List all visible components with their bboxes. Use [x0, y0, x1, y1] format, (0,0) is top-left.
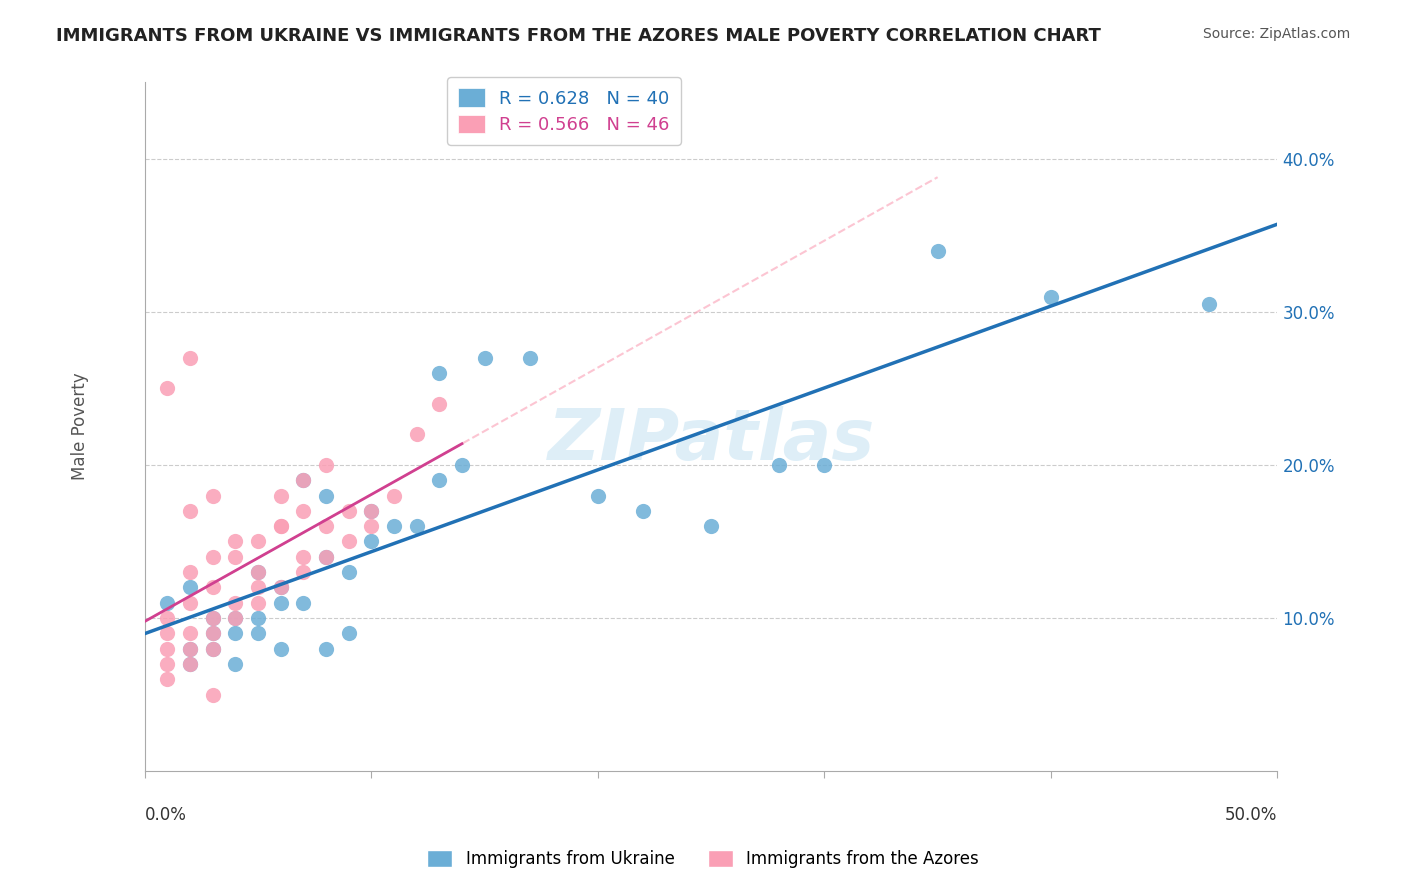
Point [247, 534, 270, 549]
Point [360, 504, 382, 518]
Point [201, 581, 224, 595]
Point [179, 581, 201, 595]
Point [179, 596, 201, 610]
Point [247, 626, 270, 640]
Point [427, 366, 450, 380]
Legend: Immigrants from Ukraine, Immigrants from the Azores: Immigrants from Ukraine, Immigrants from… [420, 843, 986, 875]
Point [360, 504, 382, 518]
Point [224, 626, 246, 640]
Point [292, 565, 315, 579]
Point [201, 641, 224, 656]
Point [247, 596, 270, 610]
Point [405, 519, 427, 533]
Point [224, 549, 246, 564]
Point [179, 657, 201, 671]
Point [201, 626, 224, 640]
Point [292, 473, 315, 487]
Point [270, 596, 292, 610]
Point [292, 596, 315, 610]
Text: 50.0%: 50.0% [1225, 805, 1278, 823]
Point [179, 351, 201, 365]
Point [179, 641, 201, 656]
Point [270, 641, 292, 656]
Point [247, 581, 270, 595]
Point [156, 626, 179, 640]
Point [201, 611, 224, 625]
Text: Source: ZipAtlas.com: Source: ZipAtlas.com [1202, 27, 1350, 41]
Point [337, 565, 360, 579]
Point [224, 657, 246, 671]
Point [156, 611, 179, 625]
Point [156, 596, 179, 610]
Point [201, 626, 224, 640]
Legend: R = 0.628   N = 40, R = 0.566   N = 46: R = 0.628 N = 40, R = 0.566 N = 46 [447, 78, 681, 145]
Point [179, 626, 201, 640]
Point [315, 519, 337, 533]
Point [700, 519, 723, 533]
Point [156, 673, 179, 687]
Point [270, 519, 292, 533]
Point [224, 534, 246, 549]
Point [224, 611, 246, 625]
Point [179, 657, 201, 671]
Point [337, 626, 360, 640]
Point [224, 611, 246, 625]
Point [315, 458, 337, 472]
Point [270, 519, 292, 533]
Point [270, 581, 292, 595]
Point [201, 688, 224, 702]
Point [156, 657, 179, 671]
Point [315, 549, 337, 564]
Point [270, 489, 292, 503]
Point [315, 549, 337, 564]
Point [519, 351, 541, 365]
Point [201, 611, 224, 625]
Point [156, 381, 179, 395]
Point [405, 427, 427, 442]
Point [292, 504, 315, 518]
Point [1039, 289, 1062, 303]
Point [315, 641, 337, 656]
Point [382, 519, 405, 533]
Point [292, 473, 315, 487]
Point [1198, 297, 1220, 311]
Text: IMMIGRANTS FROM UKRAINE VS IMMIGRANTS FROM THE AZORES MALE POVERTY CORRELATION C: IMMIGRANTS FROM UKRAINE VS IMMIGRANTS FR… [56, 27, 1101, 45]
Text: 0.0%: 0.0% [145, 805, 187, 823]
Point [382, 489, 405, 503]
Point [292, 549, 315, 564]
Point [247, 611, 270, 625]
Point [201, 549, 224, 564]
Point [451, 458, 474, 472]
Point [427, 473, 450, 487]
Text: ZIPatlas: ZIPatlas [547, 406, 875, 475]
Point [201, 489, 224, 503]
Point [813, 458, 835, 472]
Point [586, 489, 609, 503]
Point [179, 504, 201, 518]
Point [315, 489, 337, 503]
Point [337, 504, 360, 518]
Point [768, 458, 790, 472]
Point [179, 641, 201, 656]
Point [156, 641, 179, 656]
Point [360, 534, 382, 549]
Y-axis label: Male Poverty: Male Poverty [72, 373, 89, 481]
Point [927, 244, 949, 258]
Point [224, 596, 246, 610]
Point [179, 565, 201, 579]
Point [631, 504, 654, 518]
Point [247, 565, 270, 579]
Point [427, 397, 450, 411]
Point [360, 519, 382, 533]
Point [247, 565, 270, 579]
Point [270, 581, 292, 595]
Point [337, 534, 360, 549]
Point [474, 351, 496, 365]
Point [201, 641, 224, 656]
